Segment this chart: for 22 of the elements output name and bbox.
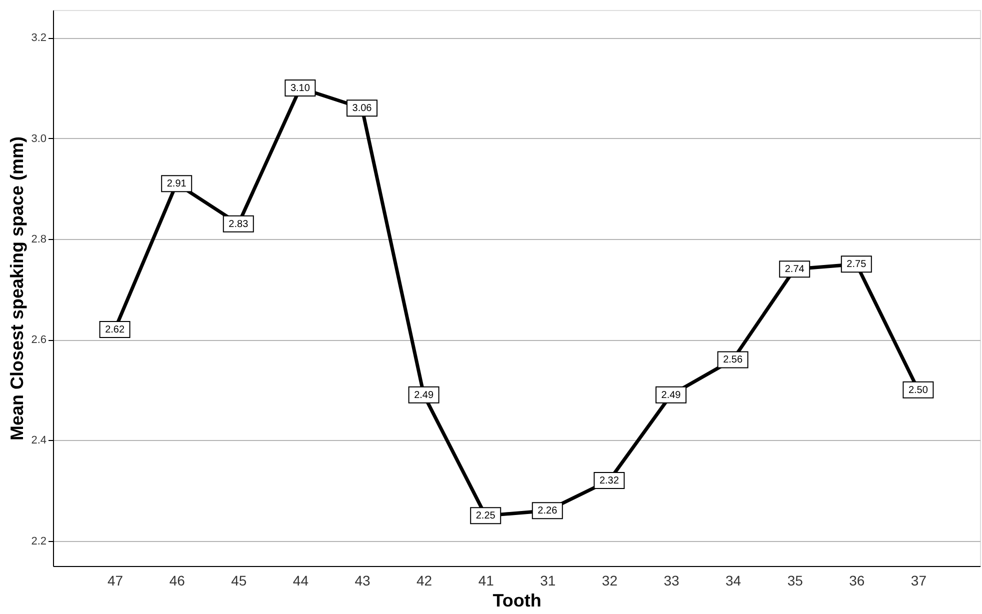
y-tick-label: 3.0: [31, 132, 46, 145]
x-tick-label: 47: [108, 572, 124, 588]
y-tick-label: 2.2: [31, 535, 46, 548]
x-tick-label: 45: [231, 572, 247, 588]
y-axis-title: Mean Closest speaking space (mm): [7, 136, 28, 441]
x-axis-title: Tooth: [492, 590, 542, 610]
x-tick-label: 35: [787, 572, 804, 588]
x-tick-label: 37: [910, 572, 927, 588]
y-tick-label: 2.4: [31, 434, 46, 447]
y-tick-label: 2.8: [31, 233, 46, 246]
x-tick-label: 43: [354, 572, 370, 588]
x-tick-label: 44: [292, 572, 309, 588]
x-tick-label: 33: [664, 572, 680, 588]
x-tick-label: 41: [478, 572, 494, 588]
x-tick-label: 42: [416, 572, 432, 588]
x-tick-label: 31: [540, 572, 556, 588]
x-tick-label: 36: [849, 572, 865, 588]
x-tick-label: 46: [169, 572, 186, 588]
x-tick-label: 34: [726, 572, 742, 588]
x-tick-label: 32: [602, 572, 618, 588]
y-tick-label: 3.2: [31, 32, 46, 44]
y-tick-label: 2.6: [31, 334, 46, 346]
